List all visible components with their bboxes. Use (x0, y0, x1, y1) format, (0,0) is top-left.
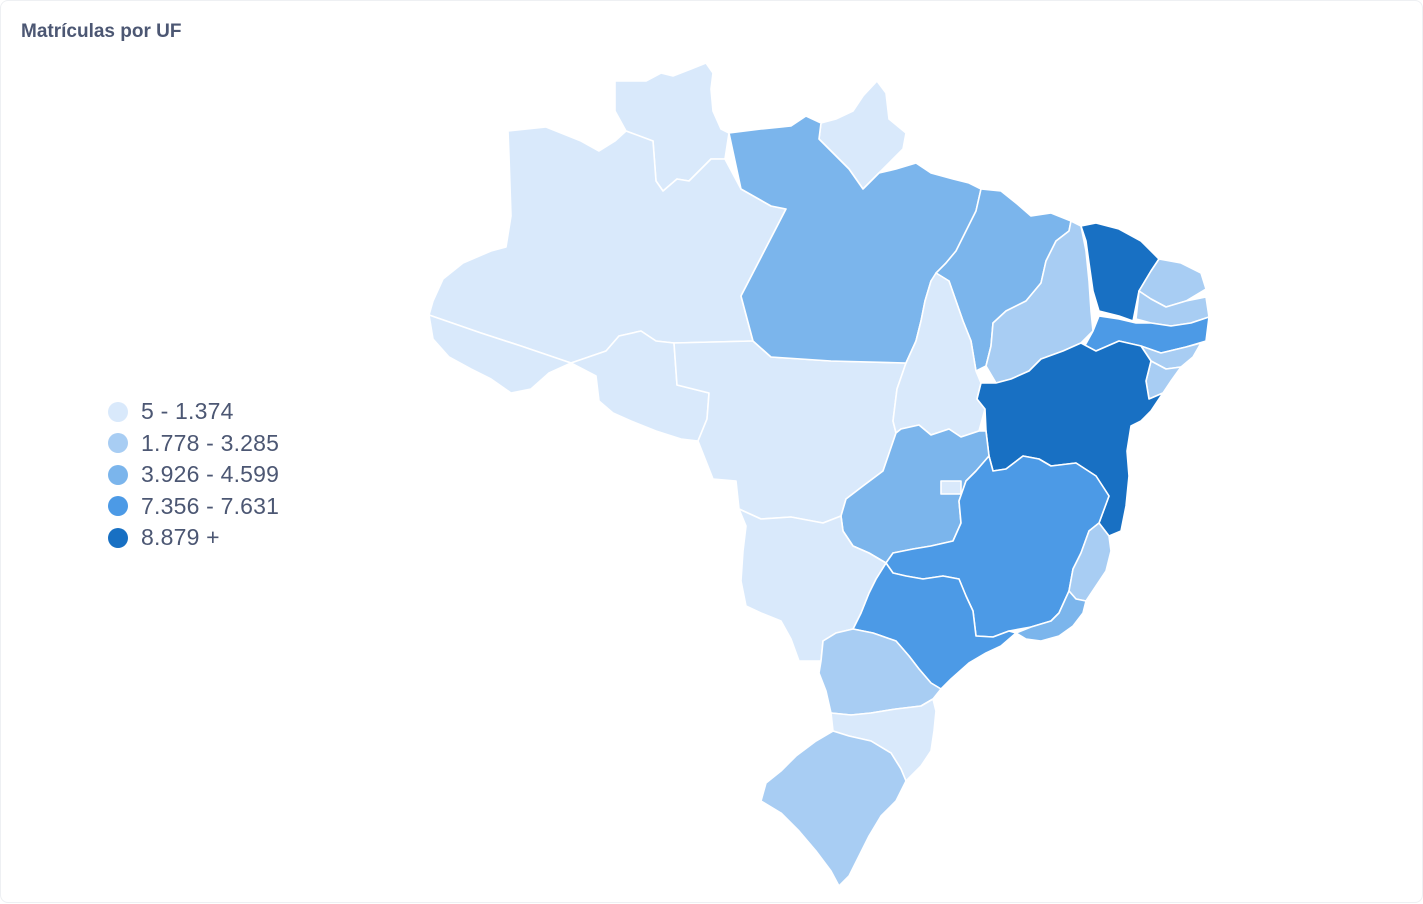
legend-label: 1.778 - 3.285 (141, 429, 280, 456)
legend-dot-icon (108, 464, 128, 485)
legend-item-bin-5[interactable]: 8.879 + (108, 522, 279, 554)
state-ES[interactable] (1068, 522, 1112, 602)
legend-item-bin-4[interactable]: 7.356 - 7.631 (108, 491, 279, 523)
legend-dot-icon (108, 527, 128, 548)
state-RJ[interactable] (1015, 590, 1087, 642)
state-CE[interactable] (1080, 222, 1160, 322)
legend-item-bin-1[interactable]: 5 - 1.374 (108, 396, 279, 428)
legend-item-bin-2[interactable]: 1.778 - 3.285 (108, 428, 279, 460)
legend-label: 3.926 - 4.599 (141, 461, 280, 488)
state-DF[interactable] (940, 480, 962, 495)
state-AM[interactable] (428, 126, 787, 364)
legend-label: 7.356 - 7.631 (141, 492, 280, 519)
legend-label: 8.879 + (141, 524, 220, 551)
state-RS[interactable] (760, 730, 907, 887)
map-legend: 5 - 1.374 1.778 - 3.285 3.926 - 4.599 7.… (108, 396, 279, 554)
state-AC[interactable] (428, 314, 572, 394)
card-title: Matrículas por UF (21, 21, 182, 42)
legend-dot-icon (108, 433, 128, 454)
legend-dot-icon (108, 401, 128, 422)
legend-item-bin-3[interactable]: 3.926 - 4.599 (108, 459, 279, 491)
legend-dot-icon (108, 496, 128, 517)
legend-label: 5 - 1.374 (141, 398, 234, 425)
